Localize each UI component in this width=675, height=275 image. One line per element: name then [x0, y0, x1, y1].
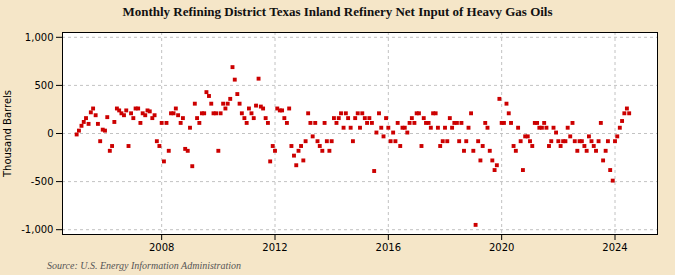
svg-text:2024: 2024	[602, 242, 627, 253]
svg-text:Thousand Barrels: Thousand Barrels	[2, 90, 13, 178]
svg-text:2020: 2020	[489, 242, 514, 253]
svg-text:-500: -500	[31, 176, 54, 187]
svg-text:2016: 2016	[376, 242, 401, 253]
html-text:Monthly Refining District Texa: Monthly Refining District Texas Inland R…	[122, 4, 553, 19]
svg-text:-1,000: -1,000	[21, 224, 53, 235]
svg-text:2008: 2008	[149, 242, 174, 253]
html-text:Source: U.S. Energy Informatio: Source: U.S. Energy Information Administ…	[47, 260, 242, 271]
svg-text:2012: 2012	[262, 242, 287, 253]
svg-text:0: 0	[47, 128, 53, 139]
svg-text:1,000: 1,000	[25, 32, 54, 43]
svg-text:500: 500	[34, 80, 53, 91]
